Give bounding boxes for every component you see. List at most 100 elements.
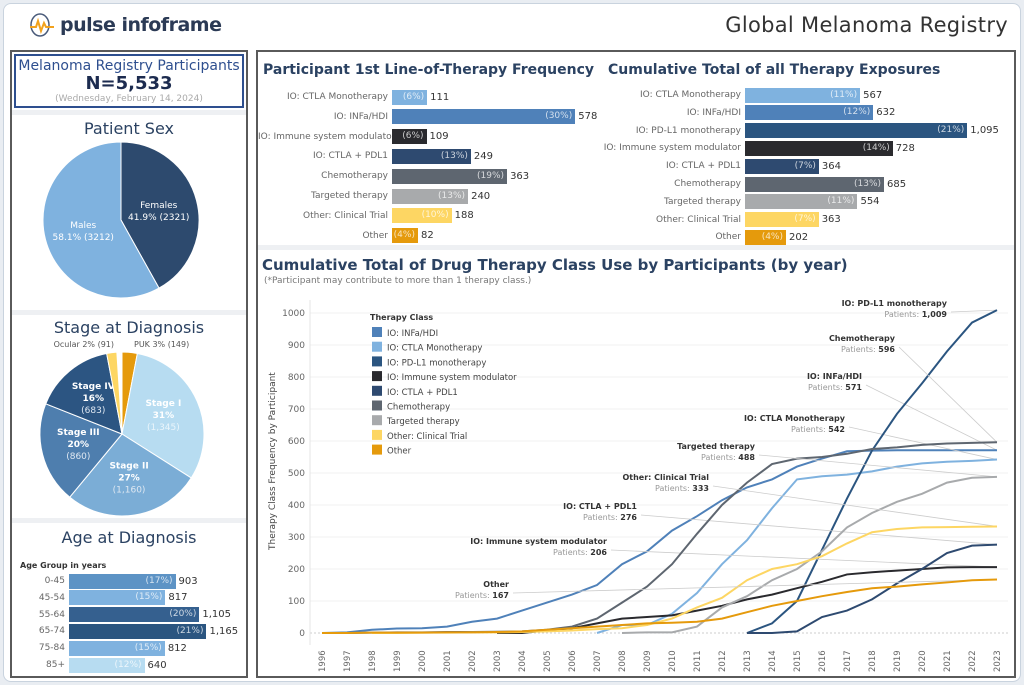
- annotation-value: Patients: 1,009: [884, 310, 947, 319]
- age-axis-label: Age Group in years: [20, 561, 107, 570]
- x-tick-label: 2004: [518, 650, 528, 672]
- x-tick-label: 2007: [593, 650, 603, 672]
- legend-item-targeted-therapy: Targeted therapy: [386, 417, 460, 427]
- patient-sex-title: Patient Sex: [84, 119, 174, 138]
- cumulative-title: Cumulative Total of all Therapy Exposure…: [608, 62, 941, 78]
- bar-label: 75-84: [38, 643, 65, 654]
- pie-label: Females: [140, 201, 178, 211]
- pie-label: Stage III: [57, 428, 100, 438]
- bar-label: IO: PD-L1 monotherapy: [635, 125, 741, 136]
- annotation-name: IO: INFa/HDI: [807, 372, 862, 381]
- bar-label: IO: Immune system modulator: [603, 143, 741, 154]
- x-tick-label: 2009: [643, 650, 653, 672]
- bar-row-io-ctla-monotherapy: IO: CTLA Monotherapy (11%) 567: [603, 87, 1013, 103]
- annotation-value: Patients: 542: [791, 425, 845, 434]
- series-line-io-ctla-monotherapy: [596, 458, 998, 634]
- x-tick-label: 2017: [843, 650, 853, 672]
- bar: (15%): [69, 640, 165, 656]
- divider: [12, 110, 246, 115]
- bar-label: IO: CTLA Monotherapy: [640, 90, 741, 100]
- series-line-io-ctla-pdl1: [747, 543, 998, 634]
- pie-value: 58.1% (3212): [53, 233, 114, 243]
- pie-label: Stage II: [109, 462, 148, 472]
- pie-slice-females: [120, 142, 200, 289]
- legend-swatch: [372, 341, 382, 352]
- bar-value: 363: [821, 214, 841, 226]
- pie-label: Ocular 2% (91): [54, 340, 114, 349]
- bar-label: IO: INFa/HDI: [686, 107, 741, 118]
- legend-swatch: [372, 444, 382, 455]
- annotation-leader: [610, 549, 998, 568]
- x-tick-label: 2022: [968, 650, 978, 672]
- annotation-name: Other: Clinical Trial: [622, 473, 709, 482]
- bar-label: IO: INFa/HDI: [333, 111, 388, 122]
- legend-item-other-clinical-trial: Other: Clinical Trial: [387, 432, 467, 442]
- pie-slice-stage-ii: [69, 433, 192, 517]
- legend-swatch: [372, 327, 382, 337]
- annotation-value: Patients: 276: [583, 513, 637, 522]
- annotation-name: Other: [483, 580, 509, 589]
- series-line-io-infa-hdi: [321, 449, 997, 634]
- participants-date: (Wednesday, February 14, 2024): [55, 94, 203, 104]
- bar-value: 1,095: [970, 125, 999, 137]
- bar-label: 85+: [46, 660, 65, 670]
- y-tick-label: 300: [288, 533, 305, 543]
- bar: (14%): [745, 140, 893, 156]
- pie-value: 41.9% (2321): [128, 213, 189, 223]
- bar-row-45-54: 45-54 (15%) 817: [12, 590, 246, 606]
- pie-label: Stage IV: [72, 382, 115, 392]
- bar-row-other-clinical-trial: Other: Clinical Trial (7%) 363: [603, 212, 1013, 228]
- bar-label: Targeted therapy: [311, 191, 388, 201]
- line-chart-subtitle: (*Participant may contribute to more tha…: [264, 276, 532, 286]
- y-tick-label: 100: [288, 597, 305, 607]
- bar-label: Chemotherapy: [321, 171, 388, 182]
- annotation-value: Patients: 596: [841, 345, 895, 354]
- annotation-name: IO: Immune system modulator: [470, 537, 607, 546]
- pie-count: (683): [81, 406, 105, 416]
- bar: (7%): [745, 212, 819, 228]
- bar-row-io-infa-hdi: IO: INFa/HDI (12%) 632: [603, 105, 1013, 121]
- legend-item-io-immune-system-modulator: IO: Immune system modulator: [387, 373, 517, 383]
- pie-count: (1,160): [113, 486, 146, 496]
- x-tick-label: 2002: [468, 650, 478, 672]
- legend-swatch: [372, 371, 382, 382]
- pie-label: Stage I: [145, 399, 181, 409]
- bar-label: Other: Clinical Trial: [656, 214, 741, 225]
- bar-label: IO: CTLA + PDL1: [313, 151, 388, 162]
- bar: (13%): [745, 176, 885, 192]
- x-tick-label: 2015: [793, 650, 803, 672]
- legend-swatch: [372, 429, 382, 440]
- bar-value: 364: [821, 160, 841, 172]
- bar: (19%): [392, 168, 508, 184]
- bar-value: 903: [178, 575, 198, 587]
- bar-label: Other: [362, 230, 388, 241]
- legend-item-io-pd-l1-monotherapy: IO: PD-L1 monotherapy: [387, 358, 486, 368]
- bar-row-io-ctla-pdl1: IO: CTLA + PDL1 (13%) 249: [258, 148, 598, 164]
- first-line-title: Participant 1st Line-of-Therapy Frequenc…: [263, 62, 595, 78]
- x-tick-label: 2010: [668, 650, 678, 672]
- legend-title: Therapy Class: [370, 313, 433, 322]
- left-panel: Melanoma Registry Participants N=5,533 (…: [10, 50, 248, 678]
- bar-value: 363: [510, 170, 530, 182]
- pie-count: (860): [66, 452, 90, 462]
- x-tick-label: 2019: [893, 650, 903, 672]
- pie-label: PUK 3% (149): [134, 340, 189, 349]
- bar: (12%): [745, 105, 874, 121]
- bar: (11%): [745, 87, 861, 103]
- logo-text: pulse infoframe: [60, 14, 222, 36]
- right-panel: Participant 1st Line-of-Therapy Frequenc…: [256, 50, 1016, 678]
- bar-value: 817: [168, 592, 188, 604]
- bar-value: 728: [895, 142, 915, 154]
- bar: (21%): [69, 623, 207, 639]
- annotation-leader: [898, 346, 998, 443]
- bar-value: 202: [789, 231, 809, 243]
- x-tick-label: 2000: [418, 650, 428, 672]
- bar: (20%): [69, 607, 200, 623]
- bar-value: 82: [420, 230, 434, 242]
- line-chart-title: Cumulative Total of Drug Therapy Class U…: [262, 256, 848, 274]
- bar-row-chemotherapy: Chemotherapy (19%) 363: [258, 168, 598, 184]
- legend-swatch: [372, 385, 382, 396]
- bar-value: 567: [863, 89, 883, 101]
- x-tick-label: 1998: [368, 650, 378, 672]
- bar-value: 111: [430, 91, 450, 103]
